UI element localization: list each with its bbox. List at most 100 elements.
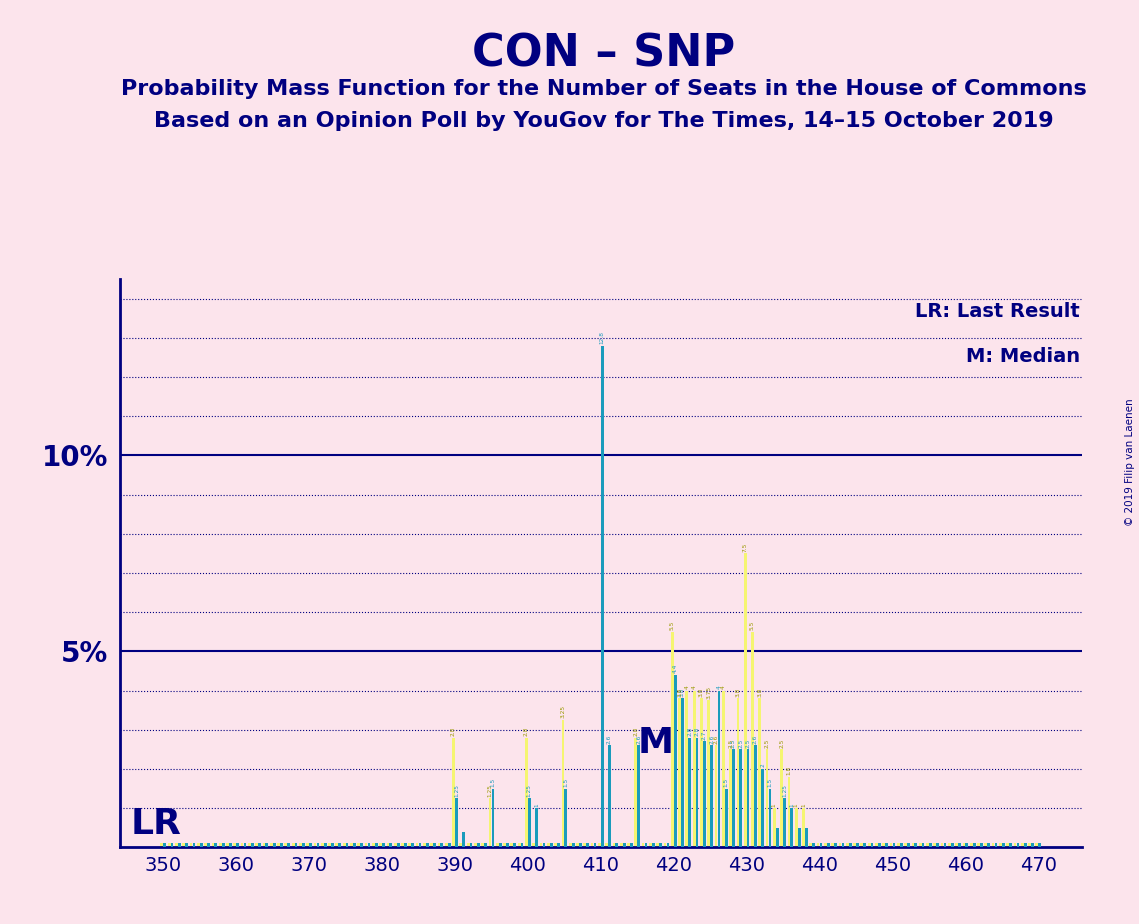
Bar bbox=[492, 788, 494, 847]
Bar bbox=[503, 844, 506, 847]
Bar bbox=[605, 844, 608, 847]
Bar bbox=[437, 844, 441, 847]
Text: 1.25: 1.25 bbox=[782, 784, 787, 796]
Bar bbox=[300, 844, 302, 847]
Bar bbox=[1021, 844, 1024, 847]
Bar bbox=[199, 844, 203, 847]
Bar bbox=[562, 720, 564, 847]
Bar bbox=[929, 844, 932, 847]
Bar bbox=[1039, 844, 1041, 847]
Bar bbox=[904, 844, 907, 847]
Text: 2.5: 2.5 bbox=[731, 738, 736, 748]
Bar bbox=[795, 808, 797, 847]
Text: 3.8: 3.8 bbox=[699, 687, 704, 697]
Bar bbox=[557, 844, 560, 847]
Bar bbox=[999, 844, 1002, 847]
Text: 1: 1 bbox=[772, 803, 777, 807]
Text: 1: 1 bbox=[801, 803, 806, 807]
Bar bbox=[433, 844, 436, 847]
Bar bbox=[911, 844, 915, 847]
Bar bbox=[956, 844, 958, 847]
Text: 4: 4 bbox=[685, 686, 689, 689]
Bar bbox=[634, 737, 637, 847]
Bar bbox=[962, 844, 966, 847]
Bar bbox=[688, 737, 691, 847]
Bar bbox=[671, 632, 673, 847]
Bar bbox=[227, 844, 229, 847]
Bar bbox=[890, 844, 892, 847]
Text: 1.25: 1.25 bbox=[527, 784, 532, 796]
Bar bbox=[943, 844, 947, 847]
Bar bbox=[495, 844, 499, 847]
Bar bbox=[645, 844, 647, 847]
Bar bbox=[761, 769, 764, 847]
Bar bbox=[207, 844, 210, 847]
Bar bbox=[759, 699, 761, 847]
Bar bbox=[477, 844, 480, 847]
Bar bbox=[163, 844, 166, 847]
Bar bbox=[386, 844, 390, 847]
Bar bbox=[251, 844, 254, 847]
Bar bbox=[769, 788, 771, 847]
Bar bbox=[547, 844, 550, 847]
Bar bbox=[456, 798, 458, 847]
Bar bbox=[396, 844, 400, 847]
Bar bbox=[598, 844, 600, 847]
Bar bbox=[686, 690, 688, 847]
Text: 2.8: 2.8 bbox=[524, 726, 528, 736]
Bar bbox=[521, 844, 524, 847]
Bar bbox=[336, 844, 338, 847]
Bar bbox=[980, 844, 983, 847]
Text: 5.5: 5.5 bbox=[749, 621, 755, 630]
Bar bbox=[875, 844, 878, 847]
Bar bbox=[649, 844, 652, 847]
Bar bbox=[951, 844, 953, 847]
Text: LR: Last Result: LR: Last Result bbox=[916, 302, 1080, 321]
Bar bbox=[576, 844, 579, 847]
Bar bbox=[842, 844, 844, 847]
Bar bbox=[214, 844, 218, 847]
Bar bbox=[722, 690, 724, 847]
Bar bbox=[542, 844, 546, 847]
Text: 2.8: 2.8 bbox=[695, 726, 699, 736]
Bar bbox=[984, 844, 988, 847]
Bar bbox=[219, 844, 222, 847]
Bar bbox=[292, 844, 295, 847]
Bar bbox=[411, 844, 415, 847]
Bar bbox=[628, 844, 630, 847]
Bar bbox=[383, 844, 385, 847]
Bar bbox=[285, 844, 287, 847]
Bar bbox=[186, 844, 188, 847]
Bar bbox=[693, 690, 696, 847]
Bar bbox=[568, 844, 572, 847]
Text: CON – SNP: CON – SNP bbox=[472, 32, 736, 76]
Bar bbox=[244, 844, 246, 847]
Text: 12.8: 12.8 bbox=[600, 331, 605, 344]
Text: 5.5: 5.5 bbox=[670, 621, 674, 630]
Bar bbox=[528, 798, 531, 847]
Text: 7.5: 7.5 bbox=[743, 542, 747, 552]
Bar bbox=[623, 844, 625, 847]
Bar bbox=[579, 844, 582, 847]
Bar bbox=[776, 828, 779, 847]
Text: 1: 1 bbox=[789, 803, 794, 807]
Bar bbox=[263, 844, 265, 847]
Text: Based on an Opinion Poll by YouGov for The Times, 14–15 October 2019: Based on an Opinion Poll by YouGov for T… bbox=[154, 111, 1054, 131]
Bar bbox=[423, 844, 426, 847]
Bar bbox=[620, 844, 623, 847]
Bar bbox=[765, 749, 769, 847]
Text: 3.75: 3.75 bbox=[706, 686, 711, 699]
Bar bbox=[404, 844, 407, 847]
Bar bbox=[499, 844, 501, 847]
Bar bbox=[255, 844, 259, 847]
Bar bbox=[958, 844, 961, 847]
Text: 2.5: 2.5 bbox=[779, 738, 784, 748]
Bar bbox=[182, 844, 186, 847]
Text: 3.8: 3.8 bbox=[680, 687, 685, 697]
Bar bbox=[797, 828, 801, 847]
Bar bbox=[287, 844, 290, 847]
Bar bbox=[831, 844, 834, 847]
Text: 1.5: 1.5 bbox=[491, 778, 495, 787]
Bar bbox=[317, 844, 319, 847]
Bar bbox=[467, 844, 469, 847]
